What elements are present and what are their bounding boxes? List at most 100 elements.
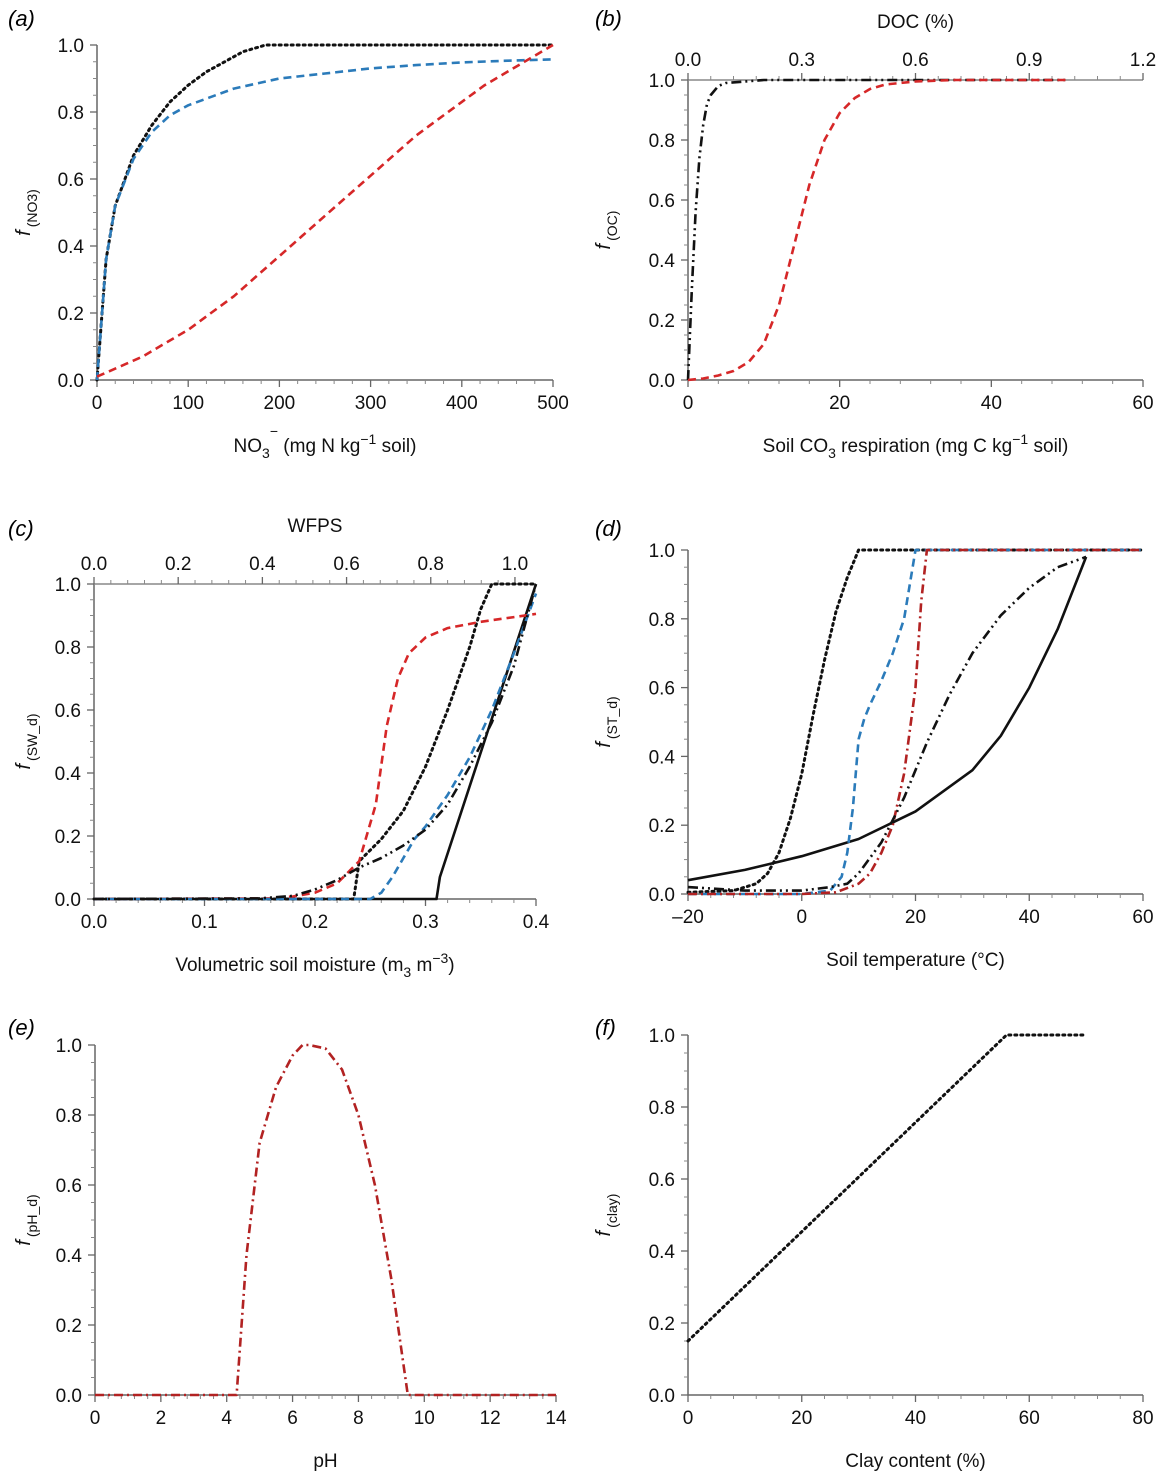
y-axis-title: f (SW_d)	[13, 713, 40, 769]
panel-label: (e)	[8, 1015, 35, 1040]
y-tick-label: 0.2	[58, 304, 84, 325]
series-line-4	[687, 555, 1087, 892]
x-tick-label: 4	[221, 1408, 232, 1429]
y-tick-label: 0.6	[649, 679, 675, 700]
y-tick-label: 0.4	[55, 764, 82, 785]
x-axis-title: Soil temperature (°C)	[826, 950, 1005, 971]
y-tick-label: 0.0	[649, 371, 675, 392]
top-x-tick-label: 0.0	[81, 554, 107, 575]
top-x-axis-title: WFPS	[288, 516, 343, 537]
y-tick-label: 1.0	[649, 71, 675, 92]
y-tick-label: 0.4	[649, 747, 676, 768]
series-line-3	[688, 548, 1143, 896]
x-axis-title-part: Clay content (%)	[845, 1451, 985, 1472]
y-axis-title-main: f	[593, 1228, 615, 1236]
y-tick-label: 1.0	[649, 1026, 675, 1047]
x-tick-label: 20	[791, 1408, 812, 1429]
x-axis-title-part: Volumetric soil moisture (m	[175, 955, 403, 976]
y-tick-label: 0.0	[56, 1386, 82, 1407]
y-tick-label: 0.8	[649, 1098, 675, 1119]
y-axis-title: f(NO3)	[13, 189, 40, 236]
panel-label: (d)	[595, 516, 622, 541]
x-axis-title-part: soil)	[376, 436, 416, 457]
y-axis-title-main: f	[13, 762, 35, 770]
y-axis-title: f(clay)	[593, 1194, 620, 1237]
top-x-tick-label: 0.4	[249, 554, 276, 575]
panel-d: (d) –20 0 20 40 60 0.0 0.2 0.4 0.6 0.8 1.0 Soil temp…	[593, 516, 1154, 971]
y-axis-title: f(pH_d)	[13, 1194, 40, 1245]
y-axis-title: f(OC)	[593, 211, 620, 250]
x-tick-label: 10	[414, 1408, 435, 1429]
y-tick-label: 1.0	[56, 1036, 82, 1057]
panel-e: (e) 0 2 4 6 8 10 12 14 0.0 0.2 0.4 0.6 0.8 1.0 pH f(pH_d…	[8, 1015, 567, 1472]
top-x-tick-label: 1.0	[502, 554, 528, 575]
x-tick-label: 0.0	[81, 912, 107, 933]
y-tick-label: 0.2	[55, 827, 81, 848]
panel-label: (b)	[595, 6, 622, 31]
x-tick-label: 40	[905, 1408, 926, 1429]
x-tick-label: 0	[683, 1408, 694, 1429]
x-tick-label: 400	[446, 393, 478, 414]
y-tick-label: 0.6	[58, 170, 84, 191]
y-axis-title-main: f	[593, 740, 615, 748]
x-tick-label: 0.1	[191, 912, 217, 933]
series-line-4	[93, 583, 538, 901]
series-line-0	[95, 1043, 556, 1397]
x-axis-title: pH	[313, 1451, 337, 1472]
y-tick-label: 0.0	[649, 1386, 675, 1407]
y-axis-title-sub: (NO3)	[24, 189, 40, 227]
x-axis-title-part: pH	[313, 1451, 337, 1472]
x-tick-label: 0	[683, 393, 694, 414]
x-tick-label: 0	[90, 1408, 101, 1429]
x-axis-title: Soil CO3 respiration (mg C kg−1 soil)	[763, 431, 1069, 461]
y-tick-label: 0.2	[649, 816, 675, 837]
y-axis-title-main: f	[13, 1238, 35, 1246]
series-line-2	[96, 43, 554, 378]
y-tick-label: 0.8	[58, 103, 84, 124]
y-tick-label: 0.8	[649, 610, 675, 631]
y-tick-label: 1.0	[649, 541, 675, 562]
x-axis-title: NO3− (mg N kg−1 soil)	[234, 423, 417, 461]
y-tick-label: 0.6	[55, 701, 81, 722]
x-tick-label: 60	[1132, 393, 1153, 414]
x-axis-title-part: respiration (mg C kg	[836, 436, 1012, 457]
panel-f: (f) 0 20 40 60 80 0.0 0.2 0.4 0.6 0.8 1.0 Clay conte…	[593, 1015, 1154, 1472]
y-tick-label: 0.0	[649, 885, 675, 906]
y-axis-title-sub: (clay)	[604, 1194, 620, 1228]
y-tick-label: 0.6	[649, 1170, 675, 1191]
y-tick-label: 0.4	[649, 251, 676, 272]
y-axis-title-sub: (OC)	[604, 211, 620, 241]
y-tick-label: 0.6	[56, 1176, 82, 1197]
y-tick-label: 0.4	[58, 237, 85, 258]
series-line-0	[95, 43, 555, 382]
y-axis-title-sub: (SW_d)	[24, 713, 40, 760]
x-tick-label: 200	[264, 393, 296, 414]
x-axis-title-part: Soil CO	[763, 436, 828, 457]
x-tick-label: 14	[545, 1408, 567, 1429]
x-tick-label: 100	[172, 393, 204, 414]
x-tick-label: 20	[829, 393, 850, 414]
top-x-tick-label: 0.6	[902, 50, 928, 71]
x-axis-title-part: −	[270, 423, 278, 439]
x-axis-title-part: soil)	[1028, 436, 1068, 457]
y-tick-label: 0.8	[55, 638, 81, 659]
x-axis-title: Volumetric soil moisture (m3 m−3)	[175, 950, 454, 980]
x-tick-label: 40	[981, 393, 1002, 414]
y-tick-label: 0.4	[56, 1246, 83, 1267]
x-axis-title-part: (mg N kg	[278, 436, 360, 457]
x-tick-label: 0.2	[302, 912, 328, 933]
x-tick-label: 500	[537, 393, 569, 414]
x-axis-title-part: −1	[1012, 431, 1028, 447]
x-tick-label: 0	[796, 907, 807, 928]
x-axis-title-part: NO	[234, 436, 263, 457]
panel-label: (c)	[8, 516, 34, 541]
series-line-1	[686, 548, 1145, 894]
top-x-tick-label: 0.8	[418, 554, 444, 575]
series-line-0	[94, 583, 538, 901]
y-tick-label: 0.8	[56, 1106, 82, 1127]
top-x-tick-label: 0.2	[165, 554, 191, 575]
panel-label: (f)	[595, 1015, 616, 1040]
y-tick-label: 1.0	[58, 36, 84, 57]
x-tick-label: 12	[480, 1408, 501, 1429]
series-line-0	[687, 556, 1088, 882]
